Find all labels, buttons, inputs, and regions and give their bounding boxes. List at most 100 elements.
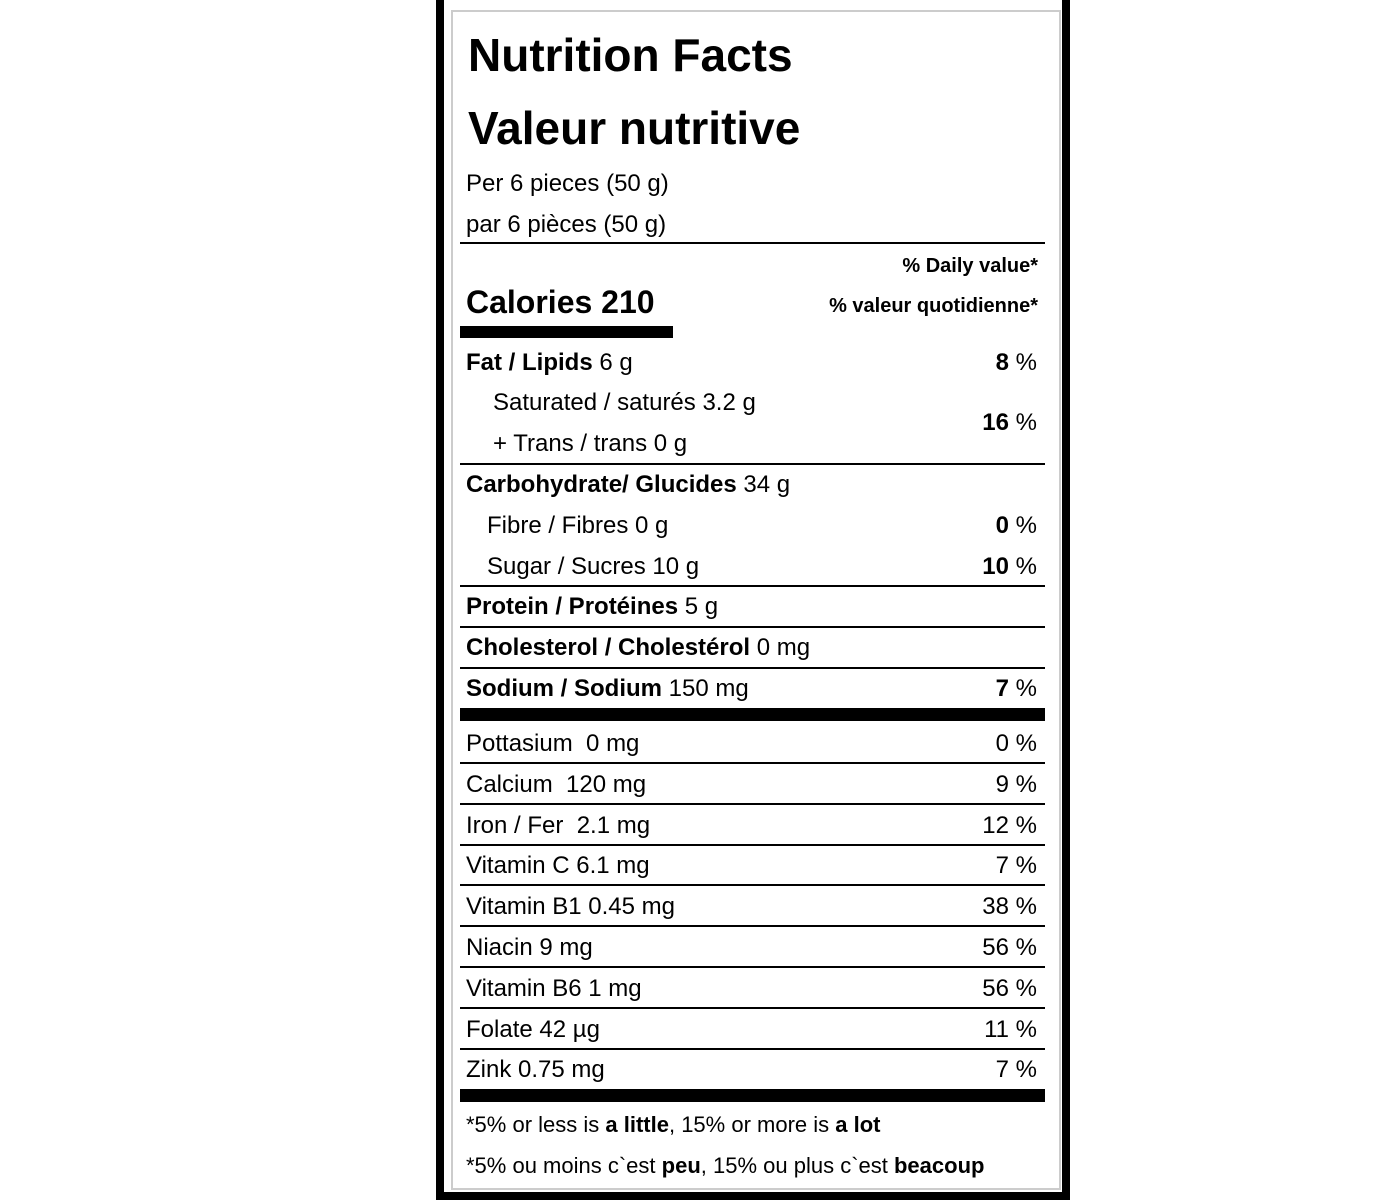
rule: [460, 966, 1045, 968]
footnote-part: peu: [661, 1153, 701, 1178]
rule: [460, 463, 1045, 465]
vitamin-name: Pottasium 0 mg: [466, 730, 640, 757]
daily-value: 56 %: [982, 933, 1037, 963]
rule: [460, 843, 1045, 846]
dv-number: 7: [995, 1056, 1009, 1084]
daily-value: 0 %: [996, 511, 1037, 541]
vitamin-name: Vitamin C 6.1 mg: [466, 852, 650, 880]
daily-value: 9 %: [996, 770, 1037, 800]
nutrient-row: Sodium / Sodium 150 mg: [466, 674, 749, 704]
dv-unit: %: [1015, 893, 1037, 921]
dv-number: 16: [982, 409, 1009, 436]
dv-number: 56: [982, 974, 1009, 1002]
rule: [460, 1047, 1045, 1050]
footnote-part: *5% or less is: [466, 1112, 606, 1137]
dv-unit: %: [1015, 852, 1037, 880]
dv-number: 7: [995, 852, 1009, 880]
daily-value: 16 %: [982, 408, 1037, 438]
rule: [460, 667, 1045, 669]
dv-number: 56: [982, 934, 1009, 961]
serving-fr: par 6 pièces (50 g): [466, 211, 667, 238]
footnote: *5% ou moins c`est peu, 15% ou plus c`es…: [466, 1151, 984, 1181]
dv-number: 9: [995, 770, 1009, 798]
dv-unit: %: [1015, 1015, 1037, 1043]
nutrient-row: Cholesterol / Cholestérol 0 mg: [466, 633, 810, 663]
daily-value: 10 %: [982, 552, 1037, 582]
rule: [460, 1089, 1045, 1102]
nutrient-row: Sugar / Sucres 10 g: [487, 552, 699, 582]
nutrient-amount: 5 g: [684, 593, 719, 620]
dv-unit: %: [1015, 811, 1037, 839]
dv-number: 11: [984, 1015, 1009, 1043]
footnote-part: , 15% or more is: [668, 1112, 836, 1137]
nutrient-name: Fat / Lipids: [466, 349, 593, 376]
rule: [460, 1006, 1045, 1009]
calories-label: Calories: [466, 284, 593, 320]
nutrient-amount: 0 mg: [756, 634, 811, 661]
daily-value: 11 %: [984, 1015, 1037, 1045]
inner-frame: [451, 10, 1061, 1190]
dv-number: 38: [982, 893, 1009, 921]
daily-value: 56 %: [982, 974, 1037, 1004]
daily-value: 7 %: [996, 674, 1037, 704]
nutrient-amount: 6 g: [599, 349, 633, 376]
dv-number: 0: [995, 730, 1009, 757]
footnote-part: , 15% ou plus c`est: [700, 1153, 894, 1178]
dv-unit: %: [1015, 349, 1037, 376]
nutrient-row: Fat / Lipids 6 g: [466, 348, 633, 378]
dv-unit: %: [1015, 409, 1037, 436]
vitamin-name: Zink 0.75 mg: [466, 1056, 605, 1084]
vitamin-name: Calcium 120 mg: [466, 770, 647, 798]
daily-value: 7 %: [996, 851, 1037, 881]
vitamin-name: Iron / Fer 2.1 mg: [466, 811, 651, 839]
dv-number: 12: [982, 811, 1009, 839]
rule: [460, 925, 1045, 928]
nutrient-name: Sugar / Sucres 10 g: [487, 553, 700, 580]
vitamin-name: Vitamin B6 1 mg: [466, 974, 642, 1002]
title-fr: Valeur nutritive: [468, 102, 801, 154]
dv-unit: %: [1015, 675, 1037, 702]
daily-value: 7 %: [996, 1055, 1037, 1085]
dv-header-en: % Daily value*: [902, 255, 1038, 277]
dv-unit: %: [1015, 974, 1037, 1002]
nutrient-name: Sodium / Sodium: [466, 675, 662, 702]
nutrient-name: Saturated / saturés 3.2 g: [493, 389, 756, 416]
footnote-part: a lot: [835, 1112, 881, 1137]
dv-number: 10: [982, 553, 1009, 580]
calories: Calories 210: [466, 282, 655, 322]
footnote-part: *5% ou moins c`est: [466, 1153, 662, 1178]
nutrient-row: Protein / Protéines 5 g: [466, 592, 718, 622]
nutrient-amount: 34 g: [743, 471, 791, 498]
nutrient-row: Saturated / saturés 3.2 g: [493, 388, 756, 418]
rule: [460, 884, 1045, 887]
rule: [460, 802, 1045, 805]
dv-unit: %: [1015, 512, 1037, 539]
daily-value: 12 %: [982, 811, 1037, 841]
nutrient-amount: 150 mg: [668, 675, 749, 702]
title-en: Nutrition Facts: [468, 29, 793, 81]
serving-en: Per 6 pieces (50 g): [466, 170, 669, 197]
dv-unit: %: [1015, 730, 1037, 757]
nutrient-name: Cholesterol / Cholestérol: [466, 634, 751, 661]
calories-value: 210: [601, 284, 655, 320]
vitamin-name: Vitamin B1 0.45 mg: [466, 893, 676, 921]
rule: [460, 626, 1045, 628]
dv-header-fr: % valeur quotidienne*: [829, 295, 1038, 317]
nutrient-subrow: + Trans / trans 0 g: [493, 430, 688, 457]
footnote-part: beacoup: [893, 1153, 985, 1178]
vitamin-name: Niacin 9 mg: [466, 934, 593, 961]
vitamin-name: Folate 42 µg: [466, 1015, 600, 1043]
rule: [460, 242, 1045, 244]
daily-value: 38 %: [982, 892, 1037, 922]
dv-unit: %: [1015, 1056, 1037, 1084]
daily-value: 8 %: [996, 348, 1037, 378]
nutrient-name: Carbohydrate/ Glucides: [466, 471, 737, 498]
dv-number: 7: [995, 675, 1009, 702]
nutrient-row: Fibre / Fibres 0 g: [487, 511, 668, 541]
nutrient-row: Carbohydrate/ Glucides 34 g: [466, 470, 790, 500]
dv-number: 8: [995, 349, 1009, 376]
rule: [460, 585, 1045, 587]
rule: [460, 326, 673, 338]
dv-number: 0: [995, 512, 1009, 539]
